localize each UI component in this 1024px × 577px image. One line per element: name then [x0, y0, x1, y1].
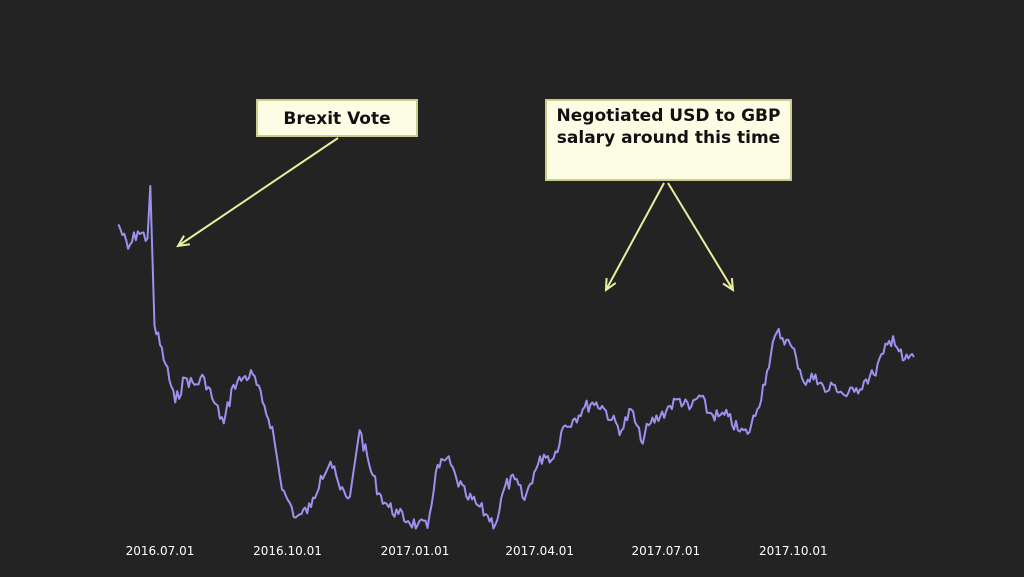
negotiated-salary-callout: Negotiated USD to GBP salary around this… [545, 99, 792, 181]
brexit-vote-label: Brexit Vote [283, 109, 391, 129]
x-tick-label: 2016.07.01 [126, 544, 195, 558]
exchange-rate-line [117, 185, 915, 530]
x-axis-ticks: 2016.07.01 2016.10.01 2017.01.01 2017.04.01… [126, 544, 828, 558]
line-layer [117, 185, 915, 530]
brexit-arrow [176, 137, 339, 248]
x-tick-label: 2017.01.01 [381, 544, 450, 558]
brexit-vote-callout: Brexit Vote [256, 99, 418, 137]
arrow-layer [176, 137, 735, 293]
negotiated-salary-label: Negotiated USD to GBP salary around this… [556, 106, 781, 148]
x-tick-label: 2016.10.01 [253, 544, 322, 558]
x-tick-label: 2017.04.01 [505, 544, 574, 558]
negotiated-arrow-left [604, 182, 665, 293]
negotiated-arrow-right [667, 182, 735, 292]
x-tick-label: 2017.07.01 [631, 544, 700, 558]
x-tick-label: 2017.10.01 [759, 544, 828, 558]
